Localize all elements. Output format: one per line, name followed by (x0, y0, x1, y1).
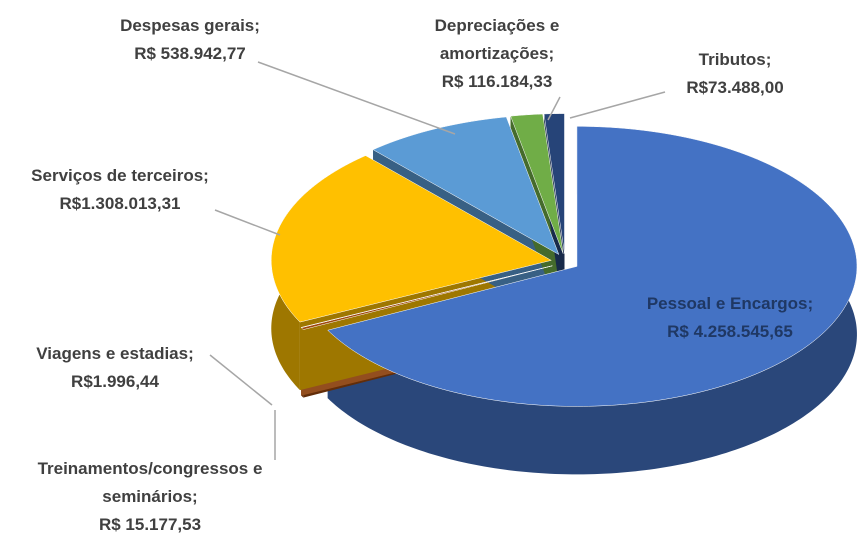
slice-value: R$1.996,44 (71, 372, 159, 391)
slice-value: R$ 4.258.545,65 (667, 322, 793, 341)
data-label: Despesas gerais; R$ 538.942,77 (75, 12, 305, 68)
slice-value: R$ 538.942,77 (134, 44, 246, 63)
slice (300, 265, 553, 328)
pie-tops (271, 113, 858, 407)
slice-value: R$ 15.177,53 (98, 515, 202, 534)
slice-value: R$73.488,00 (686, 78, 784, 97)
data-label: Viagens e estadias; R$1.996,44 (0, 340, 230, 396)
slice-name: Pessoal e Encargos; (646, 294, 814, 313)
data-label: Tributos; R$73.488,00 (650, 46, 820, 102)
slice (510, 113, 564, 254)
slice-value: R$1.308.013,31 (59, 194, 181, 213)
slice-name: Treinamentos/congressos e seminários; (37, 459, 263, 506)
data-label: Treinamentos/congressos e seminários; R$ … (10, 455, 290, 539)
leader-line (209, 354, 273, 406)
data-label: Pessoal e Encargos; R$ 4.258.545,65 (610, 290, 850, 346)
leader-line (569, 91, 666, 119)
leader-line (547, 96, 561, 121)
slice-name: Serviços de terceiros; (31, 166, 209, 185)
slice-name: Viagens e estadias; (36, 344, 194, 363)
slice (372, 116, 560, 256)
slice-name: Despesas gerais; (120, 16, 260, 35)
data-label: Depreciações e amortizações; R$ 116.184,3… (407, 12, 587, 96)
leader-line (214, 209, 281, 236)
leader-line (257, 61, 456, 135)
slice (543, 113, 565, 254)
slice-name: Depreciações e amortizações; (434, 16, 560, 63)
slice-name: Tributos; (698, 50, 772, 69)
slice-value: R$ 116.184,33 (441, 72, 553, 91)
slice (327, 126, 858, 407)
data-label: Serviços de terceiros; R$1.308.013,31 (0, 162, 250, 218)
